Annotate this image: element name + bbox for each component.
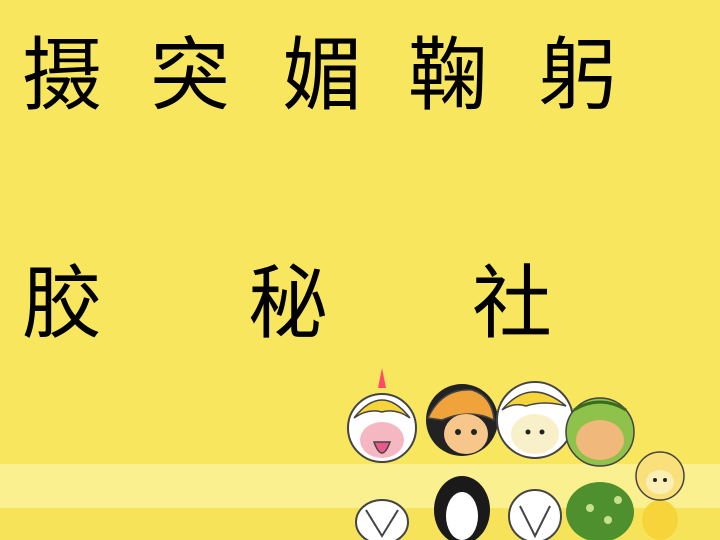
green-character	[565, 397, 635, 540]
small-yellow-character	[635, 451, 685, 540]
char-row2-2: 秘	[248, 257, 328, 350]
white-pink-character	[347, 368, 417, 540]
white-yellow-character	[496, 381, 574, 540]
penguin-character	[426, 384, 498, 540]
char-row1-2: 突	[150, 29, 230, 122]
char-row1-5: 躬	[538, 29, 618, 122]
char-row1-3: 媚	[282, 29, 362, 122]
char-row1-4: 鞠	[408, 29, 488, 122]
char-row1-1: 摄	[22, 29, 102, 122]
char-row2-3: 社	[472, 257, 552, 350]
cartoon-characters-group	[347, 368, 685, 540]
char-row2-1: 胶	[22, 257, 102, 350]
